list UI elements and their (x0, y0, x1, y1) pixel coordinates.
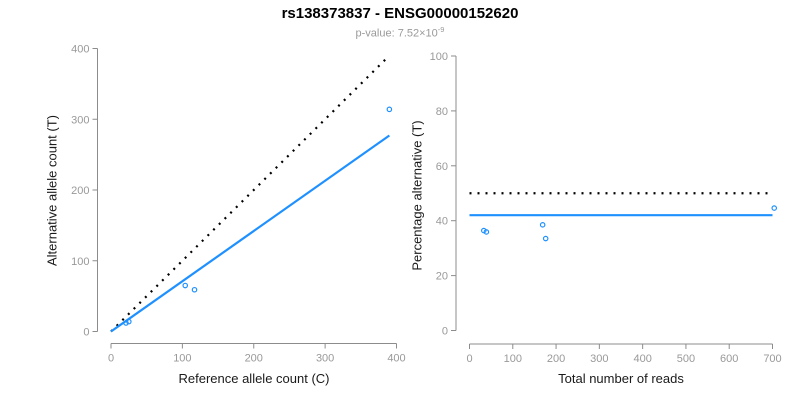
x-tick-label: 200 (547, 353, 565, 365)
x-tick-label: 400 (387, 353, 405, 365)
p-value-exponent: -9 (437, 25, 445, 34)
plot-allele-counts: 0 100 200 300 400 0 100 200 300 400 (71, 44, 406, 365)
y-tick-label: 0 (83, 327, 89, 339)
y-tick-label: 40 (436, 216, 448, 228)
data-point (542, 235, 549, 242)
x-tick-label: 600 (720, 353, 738, 365)
identity-line (110, 54, 391, 333)
y-tick-label: 300 (71, 114, 89, 126)
y-tick-label: 200 (71, 185, 89, 197)
data-point (126, 318, 132, 325)
right-x-axis-label: Total number of reads (558, 371, 684, 386)
data-point (123, 320, 129, 326)
fit-line (110, 134, 390, 333)
x-tick-label: 0 (108, 353, 114, 365)
left-y-axis-label: Alternative allele count (T) (44, 115, 60, 267)
x-tick-label: 100 (173, 353, 191, 365)
x-tick-label: 200 (245, 353, 263, 365)
plot-percentage-vs-reads: 0 20 40 60 80 100 0 100 200 300 400 500 600 700 (430, 51, 782, 365)
data-point (191, 286, 198, 293)
p-value-text: p-value: 7.52×10 (355, 27, 438, 40)
page-title: rs138373837 - ENSG00000152620 (281, 5, 519, 22)
data-point (182, 282, 189, 289)
left-x-axis-label: Reference allele count (C) (178, 371, 330, 386)
x-tick-label: 500 (677, 353, 695, 365)
data-point (483, 229, 490, 235)
x-tick-label: 400 (633, 353, 651, 365)
x-tick-label: 300 (316, 353, 334, 365)
y-tick-label: 0 (442, 326, 448, 338)
data-point (386, 106, 393, 113)
x-tick-label: 300 (590, 353, 608, 365)
x-tick-label: 0 (466, 353, 472, 365)
y-tick-label: 80 (436, 106, 448, 118)
right-y-axis-label: Percentage alternative (T) (409, 120, 425, 271)
y-tick-label: 100 (430, 51, 448, 63)
x-tick-label: 100 (504, 353, 522, 365)
x-tick-label: 700 (763, 353, 781, 365)
y-tick-label: 20 (436, 271, 448, 283)
y-tick-label: 60 (436, 161, 448, 173)
y-tick-label: 400 (71, 44, 89, 56)
p-value-subtitle: p-value: 7.52×10-9 (0, 25, 800, 40)
y-tick-label: 100 (71, 256, 89, 268)
data-point (771, 205, 778, 211)
data-point (539, 222, 546, 228)
